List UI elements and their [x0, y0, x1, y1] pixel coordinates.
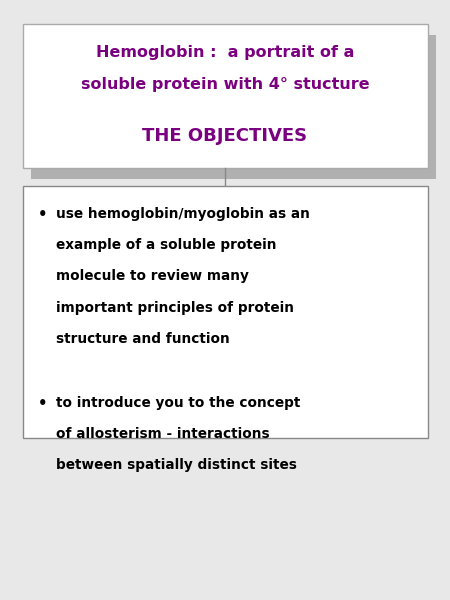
Text: use hemoglobin/myoglobin as an: use hemoglobin/myoglobin as an [56, 207, 310, 221]
Text: between spatially distinct sites: between spatially distinct sites [56, 458, 297, 472]
FancyBboxPatch shape [22, 186, 427, 438]
Text: •: • [38, 396, 48, 411]
Text: THE OBJECTIVES: THE OBJECTIVES [143, 127, 307, 145]
Text: soluble protein with 4° stucture: soluble protein with 4° stucture [81, 77, 369, 92]
FancyBboxPatch shape [31, 35, 436, 179]
Text: Hemoglobin :  a portrait of a: Hemoglobin : a portrait of a [96, 46, 354, 61]
FancyBboxPatch shape [22, 24, 427, 168]
Text: molecule to review many: molecule to review many [56, 269, 249, 283]
Text: to introduce you to the concept: to introduce you to the concept [56, 396, 301, 410]
Text: important principles of protein: important principles of protein [56, 301, 294, 314]
Text: example of a soluble protein: example of a soluble protein [56, 238, 277, 252]
Text: of allosterism - interactions: of allosterism - interactions [56, 427, 270, 441]
Text: structure and function: structure and function [56, 332, 230, 346]
Text: •: • [38, 207, 48, 222]
